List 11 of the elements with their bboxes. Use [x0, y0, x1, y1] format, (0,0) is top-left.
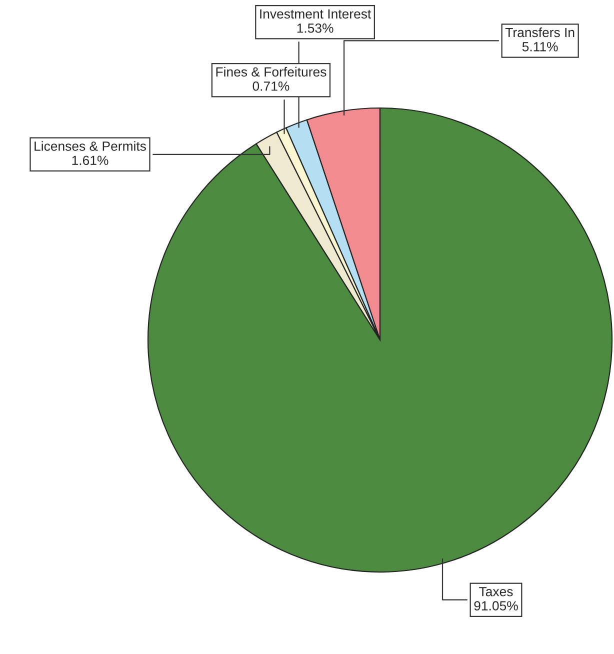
slice-label: Taxes: [479, 587, 513, 596]
data-label: 91.05%: [474, 601, 518, 610]
data-label: 0.71%: [252, 81, 290, 91]
data-label: 1.61%: [72, 156, 108, 166]
slice-label: Licenses & Permits: [34, 141, 146, 151]
data-label: 1.53%: [297, 23, 334, 33]
data-label: 5.11%: [522, 42, 558, 52]
slice-label: Transfers In: [505, 27, 574, 38]
slice-label: Fines & Forfeitures: [216, 66, 326, 77]
slice-label: Investment Interest: [260, 9, 372, 19]
pie-slice: [147, 107, 613, 573]
